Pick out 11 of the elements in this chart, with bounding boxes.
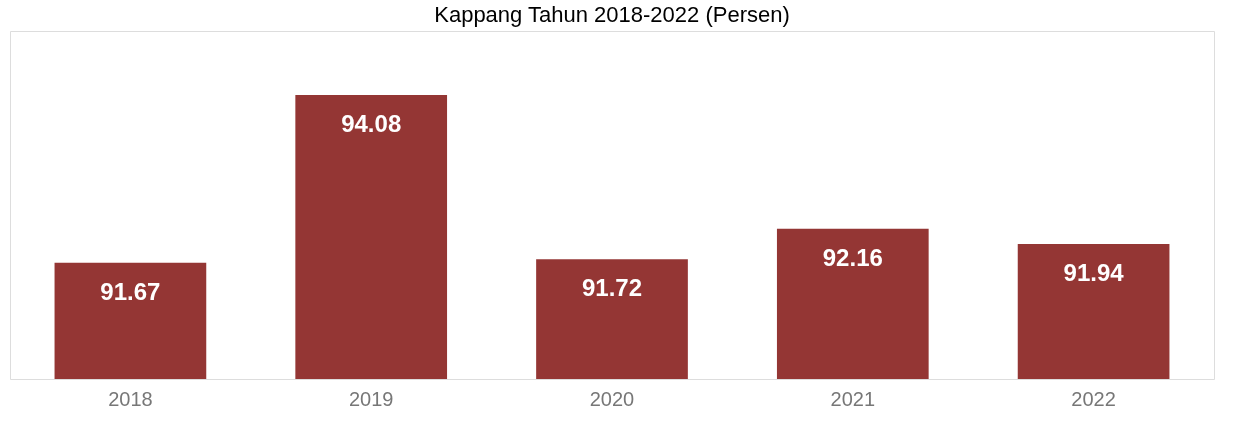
data-label: 94.08: [341, 110, 402, 138]
x-tick-label: 2020: [589, 387, 635, 410]
x-tick-label: 2018: [108, 387, 153, 410]
data-label: 91.72: [581, 274, 643, 302]
data-label: 91.94: [1063, 258, 1125, 286]
x-tick-label: 2019: [348, 387, 394, 410]
chart-title: Kappang Tahun 2018-2022 (Persen): [434, 2, 790, 27]
data-label: 92.16: [822, 243, 883, 271]
x-tick-label: 2021: [830, 387, 876, 410]
data-label: 91.67: [100, 277, 161, 305]
x-tick-label: 2022: [1071, 387, 1116, 410]
